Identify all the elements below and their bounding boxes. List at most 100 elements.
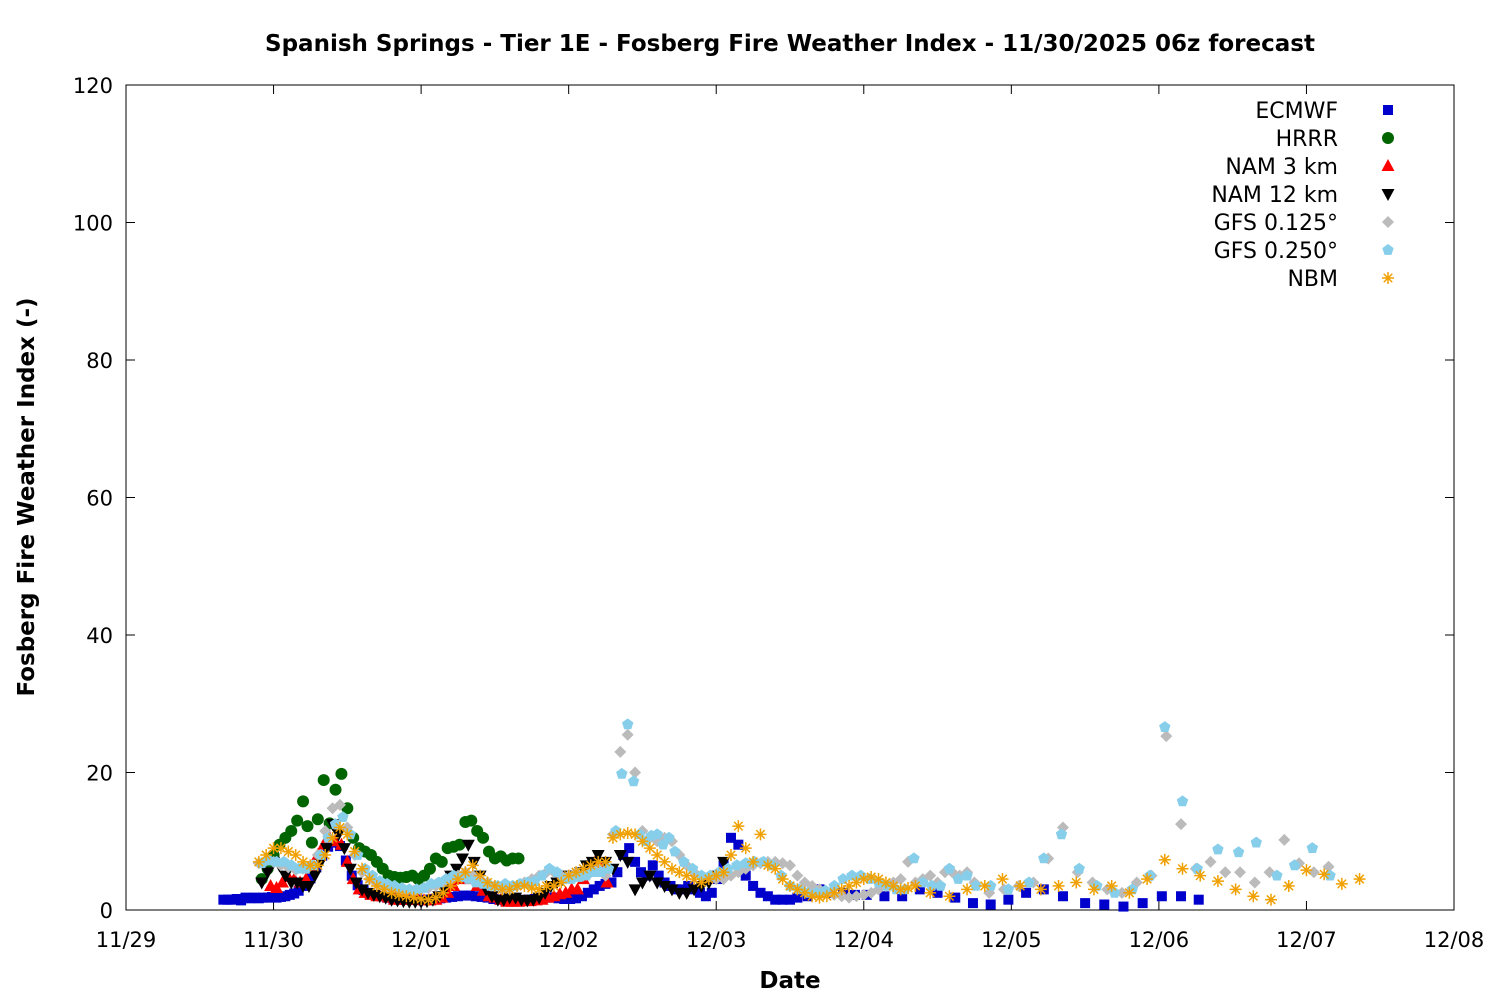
data-point xyxy=(525,882,538,894)
data-point xyxy=(356,862,369,875)
data-point xyxy=(629,828,642,841)
data-point xyxy=(630,856,641,867)
y-tick-label: 0 xyxy=(100,899,113,923)
data-point xyxy=(1204,855,1217,868)
data-point xyxy=(292,862,305,874)
data-point xyxy=(559,885,573,898)
data-point xyxy=(635,877,649,890)
data-point xyxy=(293,885,304,896)
y-tick-label: 100 xyxy=(73,212,113,236)
data-point xyxy=(1023,876,1035,888)
y-tick-label: 40 xyxy=(86,624,113,648)
x-axis-ticks: 11/29 11/30 12/01 12/02 12/03 12/04 12/05 12/06… xyxy=(96,85,1484,952)
data-point xyxy=(748,880,759,891)
data-point xyxy=(452,873,464,886)
data-point xyxy=(1248,876,1261,889)
data-point xyxy=(902,882,915,894)
data-point xyxy=(1070,876,1083,889)
data-point xyxy=(1229,883,1242,896)
y-tick-label: 60 xyxy=(86,487,113,511)
data-point xyxy=(612,867,623,878)
data-point xyxy=(437,886,450,899)
data-point xyxy=(961,883,974,896)
data-point xyxy=(908,852,920,864)
data-point xyxy=(678,855,690,867)
data-point xyxy=(355,884,369,897)
data-point xyxy=(791,869,804,882)
data-point xyxy=(614,745,627,758)
data-point xyxy=(1158,853,1171,866)
data-point xyxy=(476,891,487,902)
data-point xyxy=(1282,879,1295,892)
data-point xyxy=(1219,866,1232,879)
data-point xyxy=(600,875,614,888)
data-point xyxy=(647,860,658,871)
data-point xyxy=(970,879,982,891)
data-point xyxy=(996,873,1009,886)
y-axis-title: Fosberg Fire Weather Index (-) xyxy=(14,297,40,696)
legend-marker xyxy=(1382,132,1394,144)
data-point xyxy=(733,839,744,850)
data-point xyxy=(665,884,679,897)
data-point xyxy=(333,821,346,834)
x-axis-title: Date xyxy=(759,968,820,994)
x-tick-label: 12/06 xyxy=(1129,928,1190,952)
data-point xyxy=(950,892,961,903)
legend-label: NAM 3 km xyxy=(1225,155,1338,180)
data-point xyxy=(477,831,490,844)
data-point xyxy=(343,863,357,876)
data-point xyxy=(289,849,302,861)
legend-label: GFS 0.250° xyxy=(1214,239,1338,264)
data-point xyxy=(785,894,795,905)
data-point xyxy=(621,827,634,839)
data-point xyxy=(326,831,339,844)
data-point xyxy=(512,852,525,865)
data-point xyxy=(621,728,634,741)
data-point xyxy=(695,869,708,881)
data-point xyxy=(305,873,316,884)
data-point xyxy=(341,828,354,841)
x-tick-label: 12/02 xyxy=(538,928,599,952)
data-point xyxy=(474,869,487,882)
data-point xyxy=(252,855,265,868)
data-point xyxy=(1002,883,1015,895)
data-point xyxy=(755,887,766,898)
legend-marker xyxy=(1383,105,1393,115)
data-point xyxy=(305,836,318,849)
data-point xyxy=(392,888,405,901)
data-point xyxy=(865,871,878,883)
data-point xyxy=(260,849,273,861)
data-point xyxy=(1087,883,1100,896)
data-point xyxy=(1278,833,1291,846)
data-point xyxy=(725,832,736,843)
legend-label: HRRR xyxy=(1276,127,1338,152)
legend-label: GFS 0.125° xyxy=(1214,211,1338,236)
data-point xyxy=(686,862,699,874)
data-point xyxy=(470,891,481,902)
data-point xyxy=(1250,836,1262,848)
data-point xyxy=(1176,862,1189,875)
y-tick-label: 120 xyxy=(73,74,113,98)
series-hrrr xyxy=(255,767,525,886)
data-point xyxy=(317,774,330,787)
data-point xyxy=(1021,887,1032,898)
data-point xyxy=(952,873,964,884)
data-point xyxy=(1175,818,1188,831)
data-point xyxy=(261,867,275,880)
data-point xyxy=(1353,873,1366,886)
y-tick-label: 20 xyxy=(86,762,113,786)
data-point xyxy=(925,879,938,891)
data-point xyxy=(429,891,442,904)
data-point xyxy=(1057,891,1068,902)
data-point xyxy=(1324,869,1336,881)
data-point xyxy=(985,899,996,910)
data-point xyxy=(1141,873,1154,886)
data-point xyxy=(934,879,947,891)
data-point xyxy=(532,892,546,905)
data-point xyxy=(464,890,475,901)
data-point xyxy=(592,855,605,868)
data-point xyxy=(1288,859,1301,871)
data-point xyxy=(308,870,322,883)
data-point xyxy=(291,814,304,827)
